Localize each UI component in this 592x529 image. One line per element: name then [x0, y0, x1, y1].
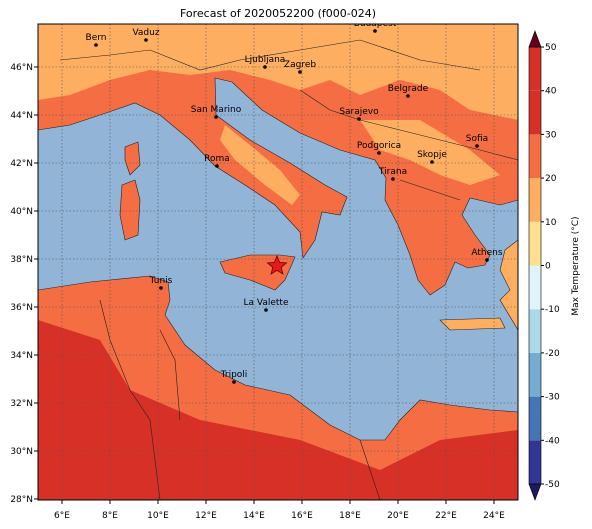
colorbar-tick-label: 20	[545, 174, 557, 184]
x-tick-label: 14°E	[243, 511, 265, 521]
city-label: San Marino	[191, 105, 242, 115]
city-dot	[232, 380, 236, 384]
x-tick-label: 22°E	[435, 511, 457, 521]
city-dot	[94, 43, 98, 47]
city-label: Belgrade	[388, 84, 429, 94]
y-tick-label: 46°N	[10, 63, 33, 73]
city-dot	[263, 65, 267, 69]
colorbar-tick-label: 0	[545, 262, 551, 272]
y-tick-label: 28°N	[10, 495, 33, 505]
city-label: Podgorica	[357, 141, 401, 151]
city-dot	[475, 144, 479, 148]
colorbar-tick-label: 50	[545, 43, 557, 53]
x-tick-label: 18°E	[339, 511, 361, 521]
y-tick-label: 38°N	[10, 255, 33, 265]
colorbar-bin	[529, 47, 541, 91]
highland-patch	[360, 120, 500, 185]
x-tick-label: 12°E	[195, 511, 217, 521]
colorbar: -50 -40 -30 -20 -10 0 10 20 30 40 50	[528, 30, 560, 501]
x-tick-label: 10°E	[147, 511, 169, 521]
city-label: Athens	[471, 248, 502, 258]
colorbar-tick-label: 10	[545, 218, 557, 228]
city-dot	[377, 151, 381, 155]
x-tick-label: 20°E	[387, 511, 409, 521]
x-tick-label: 8°E	[102, 511, 118, 521]
city-label: Skopje	[417, 150, 447, 160]
colorbar-label: Max Temperature (°C)	[571, 216, 581, 315]
city-label: Budapest	[354, 19, 397, 29]
colorbar-bin	[529, 178, 541, 222]
colorbar-bin	[529, 90, 541, 135]
city-dot	[215, 164, 219, 168]
title: Forecast of 2020052200 (f000-024)	[180, 7, 376, 20]
city-label: La Valette	[244, 298, 289, 308]
colorbar-tick-label: -20	[545, 349, 560, 359]
city-dot	[214, 115, 218, 119]
colorbar-bin	[529, 134, 541, 179]
city-label: Bern	[86, 33, 107, 43]
colorbar-tick-label: -30	[545, 393, 560, 403]
city-label: Zagreb	[284, 60, 316, 70]
city-label: Tripoli	[220, 370, 248, 380]
city-dot	[298, 70, 302, 74]
city-dot	[159, 286, 163, 290]
highland-patch	[38, 24, 518, 120]
city-label: Tunis	[149, 276, 173, 286]
sardinia	[119, 179, 141, 241]
city-dot	[357, 117, 361, 121]
y-tick-label: 40°N	[10, 207, 33, 217]
colorbar-bin	[529, 352, 541, 397]
colorbar-extend-top	[528, 30, 542, 48]
x-tick-label: 24°E	[483, 511, 505, 521]
corsica	[124, 141, 141, 176]
x-tick-label: 16°E	[291, 511, 313, 521]
location-star	[266, 254, 288, 275]
city-dot	[485, 258, 489, 262]
colorbar-tick-label: 30	[545, 130, 557, 140]
colorbar-extend-bottom	[528, 483, 542, 501]
city-label: Roma	[204, 154, 230, 164]
colorbar-bin	[529, 396, 541, 441]
city-dot	[264, 308, 268, 312]
graticule	[38, 24, 518, 500]
axis-ticks: 6°E 8°E 10°E 12°E 14°E 16°E 18°E 20°E 22°E 24°E 28…	[10, 63, 505, 521]
crete	[439, 317, 506, 331]
turkey-land	[499, 239, 518, 331]
y-tick-label: 34°N	[10, 351, 33, 361]
city-dot	[406, 94, 410, 98]
y-tick-label: 36°N	[10, 303, 33, 313]
colorbar-tick-label: -10	[545, 305, 560, 315]
highland-patch	[220, 125, 300, 205]
city-dot	[430, 160, 434, 164]
city-label: Sofia	[466, 134, 488, 144]
colorbar-bin	[529, 221, 541, 266]
colorbar-bin	[529, 309, 541, 353]
city-label: Vaduz	[132, 28, 159, 38]
city-label: Tirana	[378, 167, 407, 177]
map-frame	[37, 23, 519, 501]
x-tick-label: 6°E	[54, 511, 70, 521]
colorbar-tick-label: -40	[545, 436, 560, 446]
colorbar-bin	[529, 265, 541, 310]
y-tick-label: 30°N	[10, 447, 33, 457]
colorbar-tick-label: -50	[545, 480, 560, 490]
borders	[59, 39, 518, 500]
y-tick-label: 32°N	[10, 399, 33, 409]
colorbar-tick-label: 40	[545, 87, 557, 97]
city-label: Ljubljana	[245, 55, 286, 65]
city-dot	[144, 38, 148, 42]
colorbar-bin	[529, 440, 541, 484]
city-label: Sarajevo	[339, 107, 379, 117]
y-tick-label: 42°N	[10, 159, 33, 169]
city-dot	[391, 177, 395, 181]
y-tick-label: 44°N	[10, 111, 33, 121]
city-dot	[373, 29, 377, 33]
